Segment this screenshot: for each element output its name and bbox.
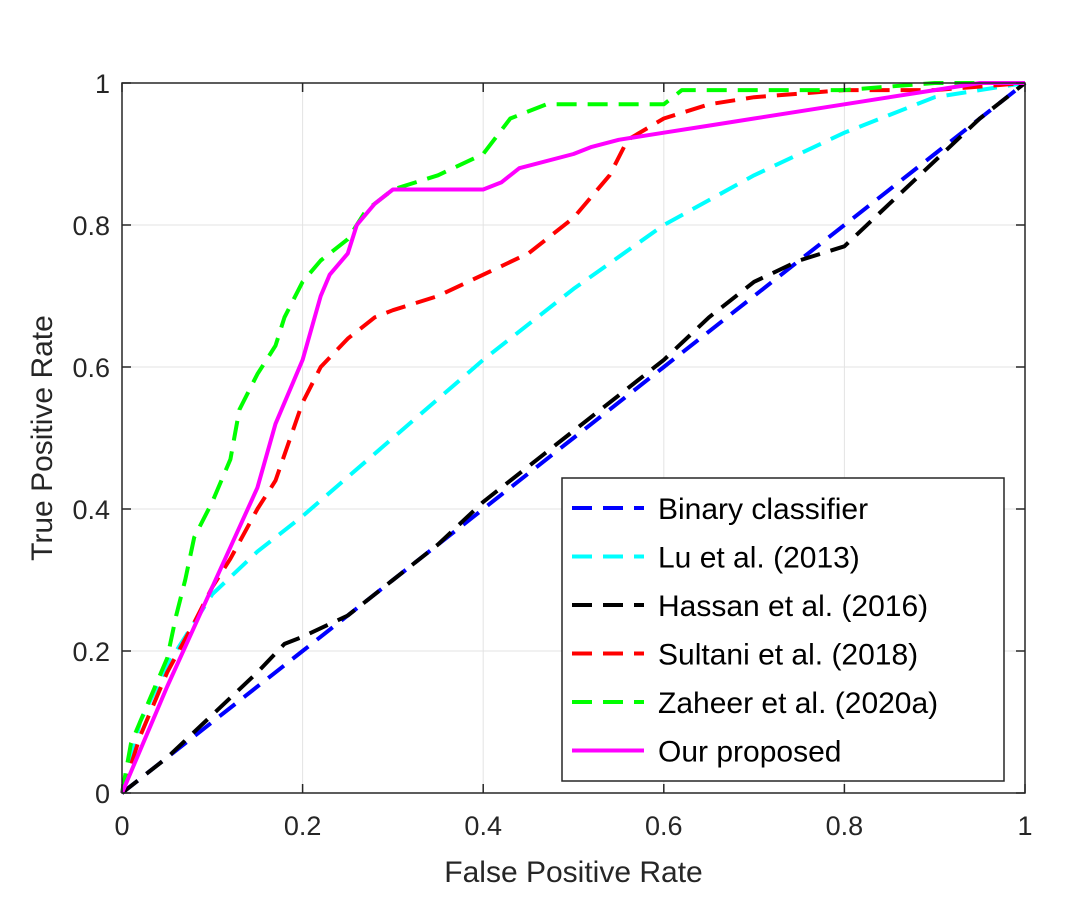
x-tick-label: 0.8	[826, 811, 864, 841]
plot-series	[120, 81, 1027, 795]
x-axis-label: False Positive Rate	[444, 856, 702, 889]
y-tick-label: 0.4	[72, 495, 110, 525]
y-tick-label: 1	[95, 69, 110, 99]
legend-label: Lu et al. (2013)	[658, 542, 860, 575]
y-tick-label: 0.8	[72, 211, 110, 241]
y-axis-label: True Positive Rate	[26, 315, 59, 561]
legend-label: Sultani et al. (2018)	[658, 639, 918, 672]
legend-label: Our proposed	[658, 736, 841, 769]
y-tick-label: 0.6	[72, 353, 110, 383]
series-line-hassan-et-al-2016	[120, 81, 1027, 795]
legend-label: Hassan et al. (2016)	[658, 590, 928, 623]
x-tick-label: 0.6	[645, 811, 683, 841]
tick-labels: 0 0.2 0.4 0.6 0.8 1 0 0.2 0.4 0.6 0.8 1	[72, 69, 1032, 841]
x-tick-label: 0.4	[464, 811, 502, 841]
axes-box	[121, 82, 1026, 794]
legend-box	[561, 477, 1005, 782]
axis-ticks	[121, 82, 1026, 794]
legend-label: Zaheer et al. (2020a)	[658, 687, 938, 720]
legend: Binary classifier Lu et al. (2013) Hassan …	[561, 477, 1005, 782]
grid-lines	[121, 82, 1026, 794]
y-tick-label: 0.2	[72, 637, 110, 667]
legend-label: Binary classifier	[658, 493, 868, 526]
x-tick-label: 0.2	[284, 811, 322, 841]
x-tick-label: 0	[114, 811, 129, 841]
y-tick-label: 0	[95, 779, 110, 809]
x-tick-label: 1	[1017, 811, 1032, 841]
series-line-zaheer-et-al-2020a	[120, 81, 1025, 794]
series-line-our-proposed	[120, 81, 1025, 794]
series-line-binary-classifier	[120, 81, 1027, 795]
